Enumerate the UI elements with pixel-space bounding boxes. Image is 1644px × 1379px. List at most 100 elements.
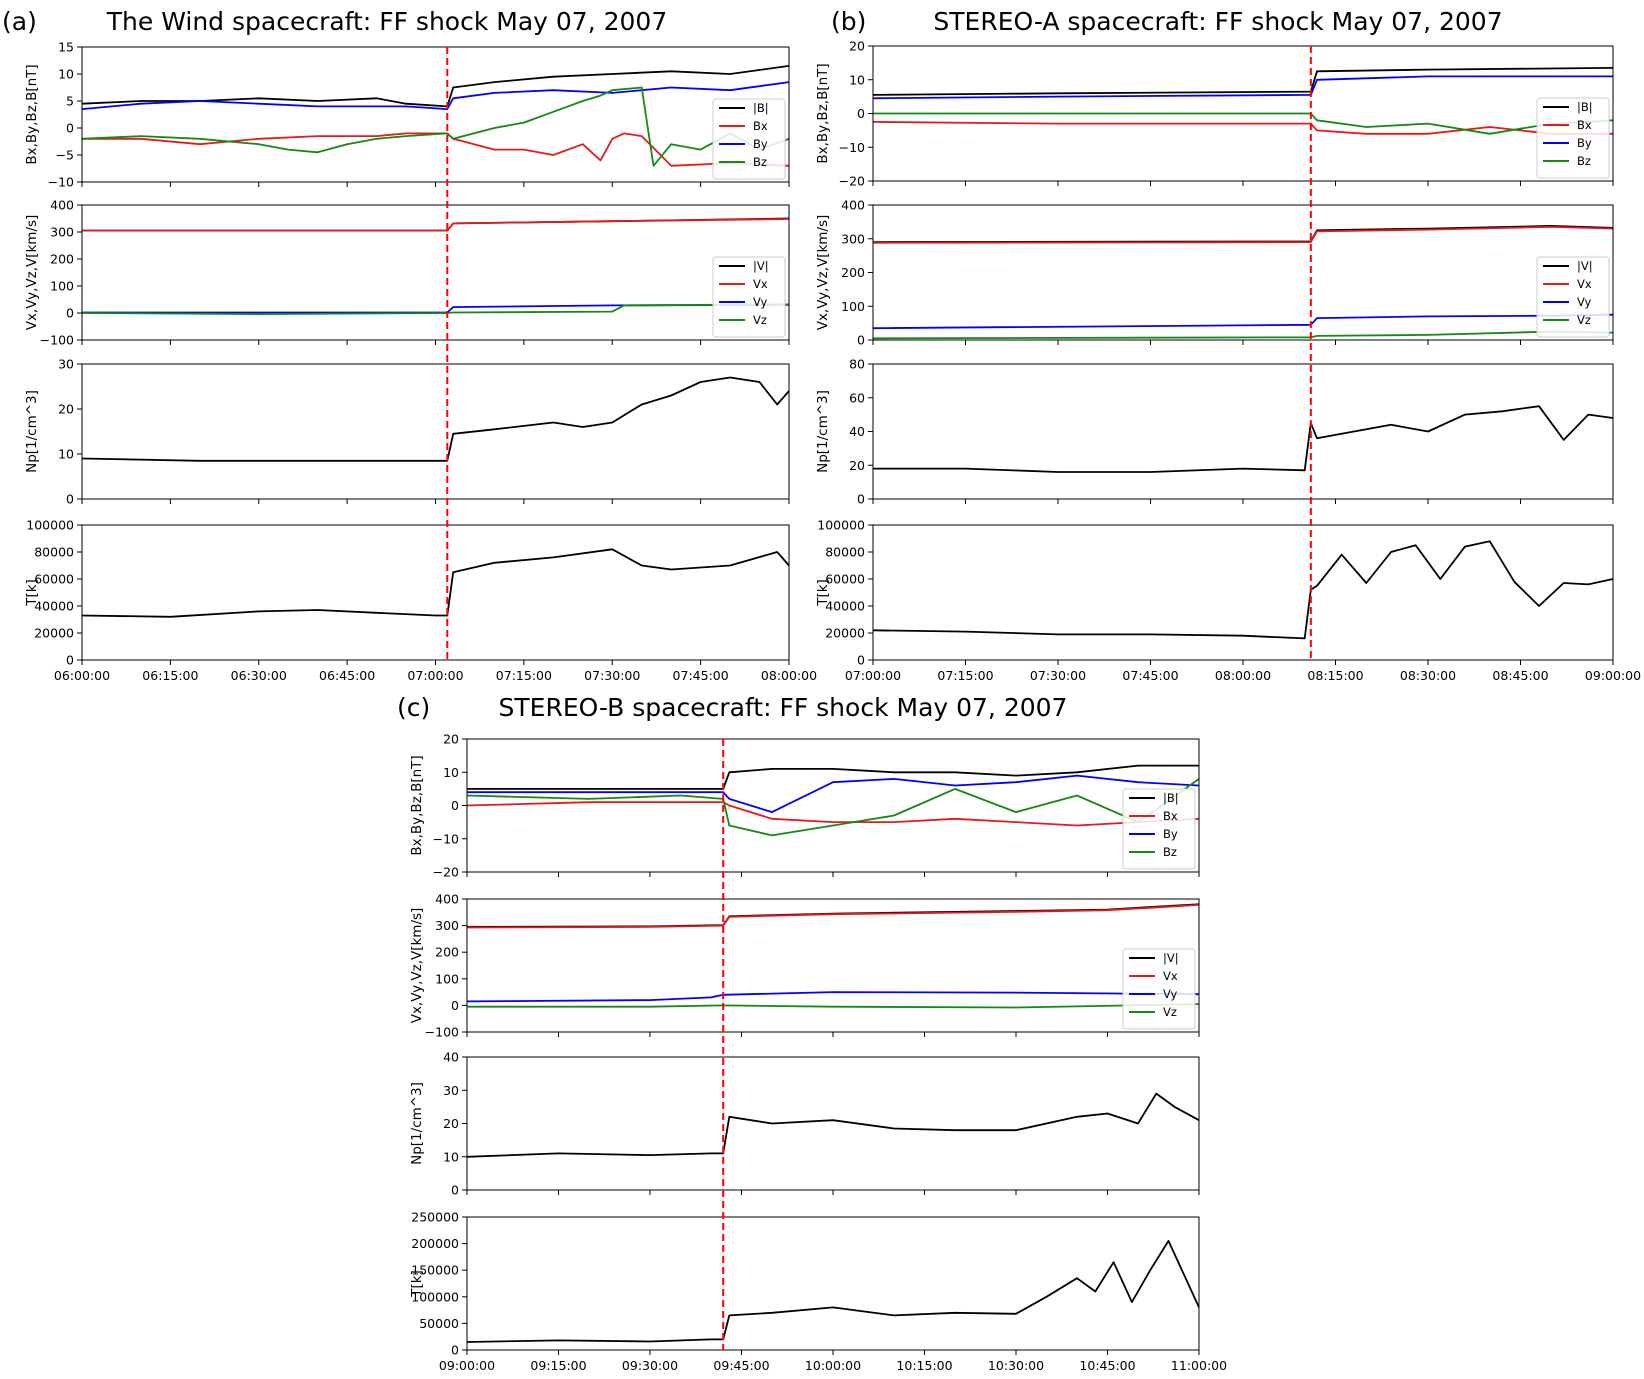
y-tick-label: 50000 xyxy=(419,1316,459,1331)
y-tick-label: 80 xyxy=(849,357,865,372)
axes-frame xyxy=(466,1056,1200,1191)
series-group xyxy=(873,67,1613,135)
y-tick-label: 300 xyxy=(841,231,865,246)
series-line-vz xyxy=(873,330,1613,340)
y-tick-label: 0 xyxy=(451,1343,459,1358)
y-tick-label: 200000 xyxy=(411,1236,459,1251)
series-group xyxy=(82,65,789,167)
series-group xyxy=(82,376,789,462)
y-axis-label: Bx,By,Bz,B[nT] xyxy=(815,63,831,163)
series-line-bz xyxy=(82,86,789,167)
legend-box xyxy=(1122,948,1196,1030)
y-tick-label: 150000 xyxy=(411,1263,459,1278)
series-line-bz xyxy=(873,112,1613,135)
x-tick-label: 08:45:00 xyxy=(1492,668,1548,683)
subplot-3: 0 10 20 30 40 Np[1/cm^3] xyxy=(409,1050,1200,1198)
series-line-vy xyxy=(873,313,1613,330)
series-line-bx xyxy=(82,132,789,167)
legend-label: Bz xyxy=(1163,845,1177,859)
y-tick-label: 0 xyxy=(857,333,865,348)
y-tick-label: 20 xyxy=(443,732,459,747)
panel-label: (b) xyxy=(831,7,866,36)
x-tick-label: 10:30:00 xyxy=(988,1358,1044,1373)
y-tick-label: 0 xyxy=(451,798,459,813)
series-line-t xyxy=(82,548,789,618)
series-group xyxy=(873,405,1613,473)
x-tick-label: 06:15:00 xyxy=(142,668,198,683)
y-tick-label: 30 xyxy=(58,357,74,372)
y-tick-label: 200 xyxy=(50,252,74,267)
series-line-t xyxy=(873,540,1613,640)
subplot-1: −20 −10 0 10 20 Bx,By,Bz,B[nT] |B| Bx By Bz xyxy=(409,732,1200,880)
y-axis-label: T[k] xyxy=(24,579,40,607)
series-line-b xyxy=(873,67,1613,96)
y-tick-label: 100000 xyxy=(26,518,74,533)
legend-box xyxy=(1536,256,1610,338)
y-tick-label: 250000 xyxy=(411,1210,459,1225)
y-tick-label: 10 xyxy=(443,765,459,780)
legend: |B| Bx By Bz xyxy=(1536,97,1610,179)
y-tick-label: 60000 xyxy=(825,572,865,587)
x-tick-label: 07:30:00 xyxy=(1030,668,1086,683)
y-tick-label: 60 xyxy=(849,390,865,405)
series-line-vx xyxy=(467,904,1199,929)
legend-label: Vx xyxy=(753,277,768,291)
legend-label: Bz xyxy=(753,155,767,169)
y-tick-label: 0 xyxy=(857,653,865,668)
y-tick-label: 20 xyxy=(443,1116,459,1131)
legend: |V| Vx Vy Vz xyxy=(1122,948,1196,1030)
series-line-bx xyxy=(873,121,1613,135)
legend-label: By xyxy=(1577,136,1592,150)
y-tick-label: 10 xyxy=(849,72,865,87)
subplot-1: −10 −5 0 5 10 15 Bx,By,Bz,B[nT] |B| Bx By Bz xyxy=(24,40,790,190)
panel-a: (a) The Wind spacecraft: FF shock May 07,… xyxy=(2,7,817,683)
y-tick-label: 60000 xyxy=(34,572,74,587)
axes-frame xyxy=(81,524,790,661)
x-tick-label: 10:45:00 xyxy=(1079,1358,1135,1373)
legend-label: |V| xyxy=(753,259,769,273)
legend-label: By xyxy=(753,137,768,151)
x-tick-label: 09:15:00 xyxy=(530,1358,586,1373)
series-group xyxy=(82,548,789,618)
y-tick-label: 30 xyxy=(443,1083,459,1098)
series-line-vx xyxy=(873,225,1613,244)
y-tick-label: 100 xyxy=(50,279,74,294)
y-tick-label: −100 xyxy=(40,333,74,348)
y-tick-label: 0 xyxy=(66,492,74,507)
y-tick-label: 10 xyxy=(58,67,74,82)
y-tick-label: 300 xyxy=(435,918,459,933)
legend-label: Bz xyxy=(1577,154,1591,168)
series-line-vz xyxy=(467,1003,1199,1009)
y-tick-label: 10 xyxy=(58,447,74,462)
legend: |B| Bx By Bz xyxy=(1122,788,1196,870)
series-line-b xyxy=(82,65,789,108)
legend-label: Bx xyxy=(1163,809,1178,823)
y-tick-label: −10 xyxy=(433,831,459,846)
x-tick-label: 09:00:00 xyxy=(1585,668,1641,683)
series-line-vx xyxy=(82,218,789,232)
y-tick-label: −20 xyxy=(839,174,865,189)
y-axis-label: Bx,By,Bz,B[nT] xyxy=(24,64,40,164)
x-tick-label: 06:45:00 xyxy=(319,668,375,683)
legend-label: Bx xyxy=(1577,118,1592,132)
subplot-2: −100 0 100 200 300 400 Vx,Vy,Vz,V[km/s] |V| Vx Vy… xyxy=(409,892,1200,1040)
y-tick-label: 0 xyxy=(66,121,74,136)
series-group xyxy=(467,764,1199,837)
y-tick-label: 80000 xyxy=(34,545,74,560)
y-tick-label: 0 xyxy=(857,106,865,121)
series-line-vz xyxy=(82,303,789,316)
panel-b: (b) STEREO-A spacecraft: FF shock May 07,… xyxy=(815,7,1641,683)
legend-box xyxy=(1536,97,1610,179)
y-tick-label: 40 xyxy=(849,424,865,439)
series-line-np xyxy=(873,405,1613,473)
legend-label: |B| xyxy=(753,101,769,115)
series-line-b xyxy=(467,764,1199,790)
y-axis-label: Vx,Vy,Vz,V[km/s] xyxy=(24,215,40,331)
legend-label: Vy xyxy=(1577,295,1592,309)
y-tick-label: 40000 xyxy=(34,599,74,614)
y-tick-label: 20 xyxy=(849,458,865,473)
x-tick-label: 07:00:00 xyxy=(407,668,463,683)
series-line-by xyxy=(82,81,789,110)
y-axis-label: Vx,Vy,Vz,V[km/s] xyxy=(409,908,425,1024)
